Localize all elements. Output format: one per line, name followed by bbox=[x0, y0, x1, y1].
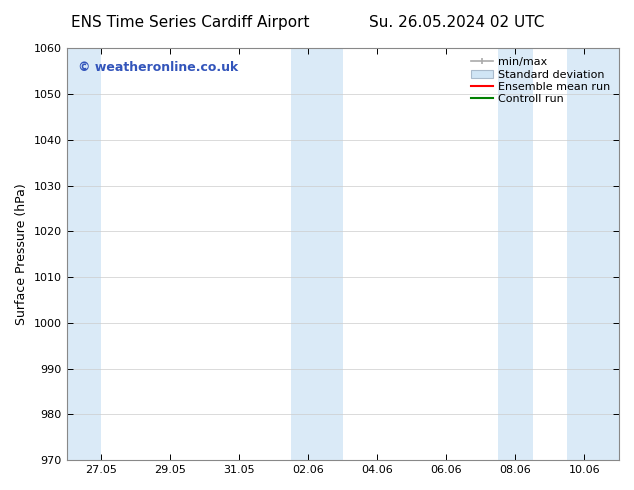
Y-axis label: Surface Pressure (hPa): Surface Pressure (hPa) bbox=[15, 183, 28, 325]
Bar bbox=[498, 49, 533, 460]
Text: Su. 26.05.2024 02 UTC: Su. 26.05.2024 02 UTC bbox=[369, 15, 544, 30]
Bar bbox=[67, 49, 101, 460]
Bar bbox=[567, 49, 619, 460]
Text: ENS Time Series Cardiff Airport: ENS Time Series Cardiff Airport bbox=[71, 15, 309, 30]
Legend: min/max, Standard deviation, Ensemble mean run, Controll run: min/max, Standard deviation, Ensemble me… bbox=[468, 54, 614, 107]
Text: © weatheronline.co.uk: © weatheronline.co.uk bbox=[77, 61, 238, 74]
Bar bbox=[291, 49, 343, 460]
